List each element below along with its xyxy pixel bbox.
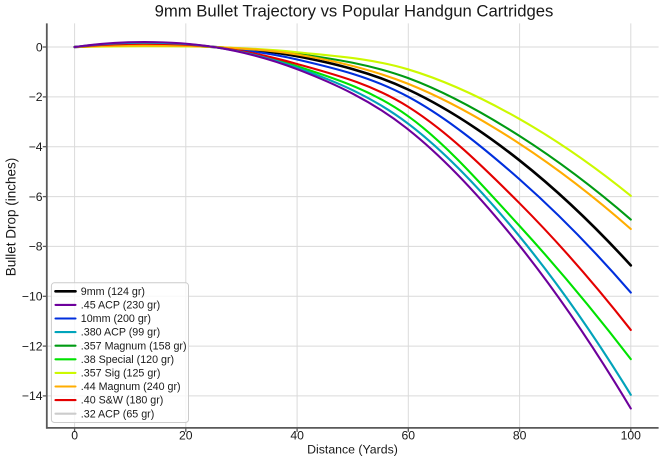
svg-text:.45 ACP (230 gr): .45 ACP (230 gr) xyxy=(81,300,160,312)
svg-text:80: 80 xyxy=(513,429,527,443)
svg-text:.38 Special (120 gr): .38 Special (120 gr) xyxy=(81,354,174,366)
svg-text:0: 0 xyxy=(71,429,78,443)
svg-text:−6: −6 xyxy=(29,190,43,204)
svg-text:.357 Sig (125 gr): .357 Sig (125 gr) xyxy=(81,368,161,380)
svg-text:100: 100 xyxy=(621,429,642,443)
svg-text:.380 ACP (99 gr): .380 ACP (99 gr) xyxy=(81,327,160,339)
svg-text:−4: −4 xyxy=(29,140,43,154)
svg-text:0: 0 xyxy=(36,40,43,54)
svg-text:−14: −14 xyxy=(22,389,43,403)
svg-text:40: 40 xyxy=(290,429,304,443)
svg-text:−10: −10 xyxy=(22,290,43,304)
svg-text:60: 60 xyxy=(402,429,416,443)
svg-text:.44 Magnum (240 gr): .44 Magnum (240 gr) xyxy=(81,381,181,393)
svg-text:9mm (124 gr): 9mm (124 gr) xyxy=(81,286,145,298)
svg-text:10mm (200 gr): 10mm (200 gr) xyxy=(81,313,151,325)
svg-text:−12: −12 xyxy=(22,339,43,353)
svg-text:.357 Magnum (158 gr): .357 Magnum (158 gr) xyxy=(81,340,187,352)
svg-text:.40 S&W (180 gr): .40 S&W (180 gr) xyxy=(81,395,164,407)
svg-text:20: 20 xyxy=(179,429,193,443)
svg-text:−8: −8 xyxy=(29,240,43,254)
svg-text:Bullet Drop (inches): Bullet Drop (inches) xyxy=(3,158,18,277)
svg-text:−2: −2 xyxy=(29,90,43,104)
svg-text:.32 ACP (65 gr): .32 ACP (65 gr) xyxy=(81,408,154,420)
svg-text:9mm Bullet Trajectory vs Popul: 9mm Bullet Trajectory vs Popular Handgun… xyxy=(155,1,554,20)
svg-text:Distance (Yards): Distance (Yards) xyxy=(307,442,398,456)
